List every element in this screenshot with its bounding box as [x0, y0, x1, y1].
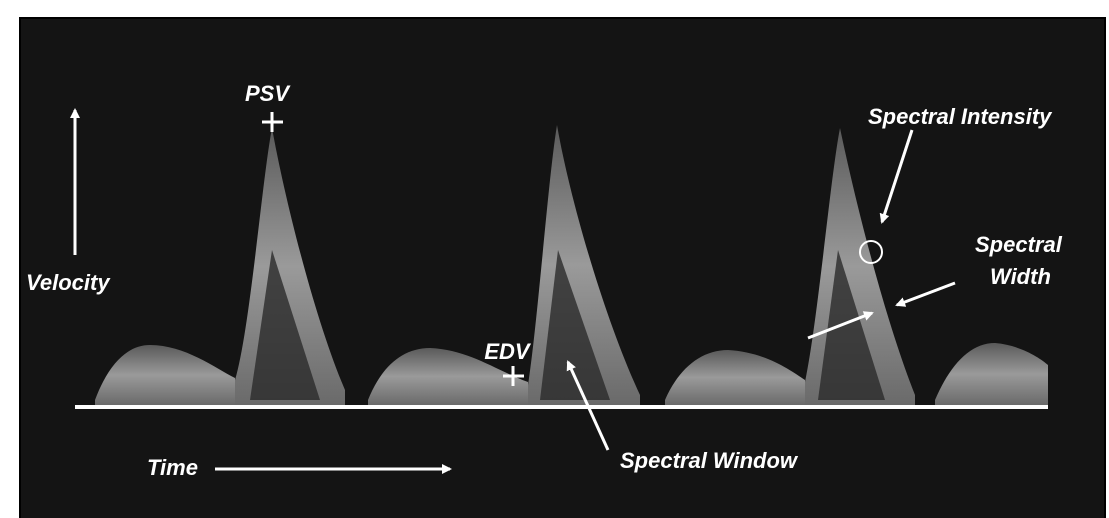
spectral-width-label: Width	[990, 264, 1051, 289]
spectral-width-label: Spectral	[975, 232, 1063, 257]
spectral-intensity-label: Spectral Intensity	[868, 104, 1053, 129]
spectral-window-label: Spectral Window	[620, 448, 799, 473]
edv-label: EDV	[484, 339, 532, 364]
page: PSV EDV Velocity Time Spectral Window Sp…	[0, 0, 1109, 518]
velocity-label: Velocity	[26, 270, 111, 295]
time-label: Time	[147, 455, 198, 480]
doppler-diagram: PSV EDV Velocity Time Spectral Window Sp…	[0, 0, 1109, 518]
psv-label: PSV	[245, 81, 291, 106]
